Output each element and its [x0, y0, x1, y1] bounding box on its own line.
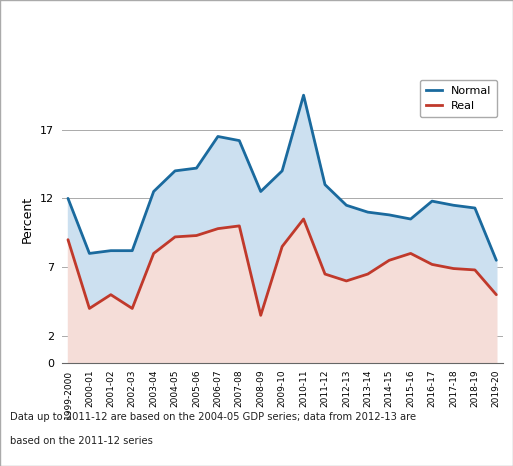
Text: Data up to 2011-12 are based on the 2004-05 GDP series; data from 2012-13 are: Data up to 2011-12 are based on the 2004…	[10, 412, 417, 422]
Legend: Normal, Real: Normal, Real	[420, 80, 497, 117]
Y-axis label: Percent: Percent	[21, 195, 34, 243]
Text: NORMAL VS REAL GDP YEAR ON YEAR GROWTH: NORMAL VS REAL GDP YEAR ON YEAR GROWTH	[71, 16, 442, 30]
Text: based on the 2011-12 series: based on the 2011-12 series	[10, 436, 153, 445]
